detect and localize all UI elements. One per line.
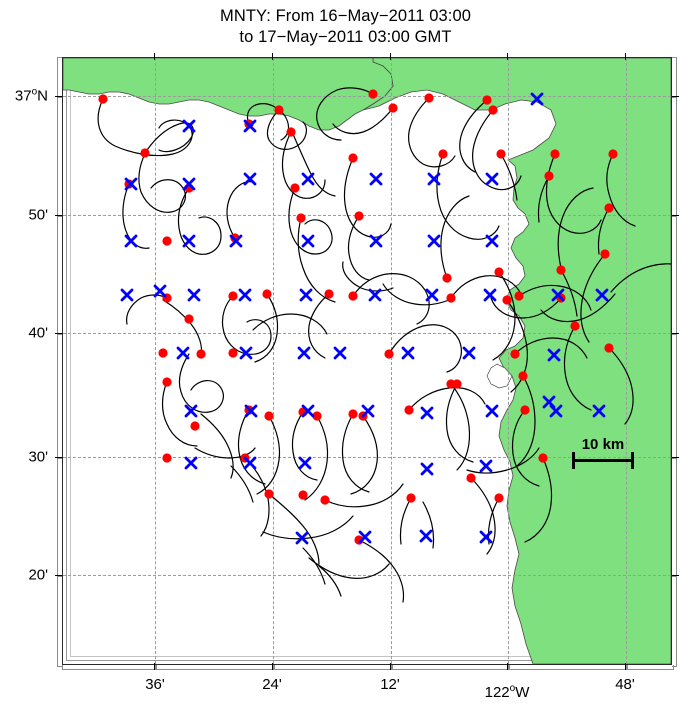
axis-rail-left-1 [57,57,62,98]
gridline-h-30 [63,457,671,458]
xtick-label-122W: 122oW [484,683,530,702]
axis-rail-right-6 [672,575,677,667]
xtick-label-36: 36' [145,676,165,693]
ytick-label-40: 40' [28,324,48,342]
axis-rail-right-1 [672,57,677,98]
axis-rail-right-3 [672,215,677,335]
gridline-h-50 [63,215,671,216]
ytick-label-37N-deg: 37 [14,87,32,105]
xtick-top-48 [625,53,626,60]
end-points [120,92,609,545]
ytick-50 [55,215,62,216]
ytick-label-20: 20' [28,566,48,584]
axis-rail-left-5 [57,457,62,577]
xtick-48 [625,663,626,670]
scale-bar-label: 10 km [581,436,625,453]
xtick-24 [272,663,273,670]
xtick-top-122W [507,53,508,60]
ytick-20 [55,575,62,576]
drifter-tracks [97,87,671,603]
axis-rail-left-3 [57,215,62,335]
axis-rail-bottom-4 [391,665,510,670]
track-group-middle [126,217,671,363]
xtick-label-12: 12' [380,676,400,693]
axis-rail-right-5 [672,457,677,577]
axis-rail-bottom-3 [273,665,393,670]
xtick-label-122W-hemi: W [515,684,530,701]
gridline-h-40 [63,333,671,334]
map-canvas: 10 km [63,58,671,664]
gridline-h-20 [63,575,671,576]
gridline-v-12 [391,58,392,664]
plot-area: 10 km [55,53,679,670]
ytick-right-20 [672,575,679,576]
axis-rail-left-4 [57,333,62,459]
xtick-label-48: 48' [615,676,635,693]
gridline-v-36 [155,58,156,664]
axis-rail-right-2 [672,96,677,217]
chart-title-line1: MNTY: From 16−May−2011 03:00 [219,7,472,25]
axis-rail-bottom-5 [508,665,628,670]
xtick-top-24 [272,53,273,60]
ytick-right-40 [672,333,679,334]
xtick-36 [154,663,155,670]
scale-bar-cap-right [631,452,634,469]
land-polygon [63,58,671,664]
ytick-label-37N: 37oN [14,86,48,105]
ytick-40 [55,333,62,334]
ytick-label-37N-hemi: N [37,87,48,105]
ytick-30 [55,457,62,458]
axis-rail-bottom-2 [155,665,275,670]
scale-bar: 10 km [572,436,634,472]
xtick-label-24: 24' [262,676,282,693]
axis-rail-left-6 [57,575,62,667]
xtick-122W [507,663,508,670]
xtick-top-12 [390,53,391,60]
xtick-top-36 [154,53,155,60]
gridline-v-24 [273,58,274,664]
chart-title-line2: to 17−May−2011 03:00 GMT [239,28,452,46]
ytick-right-50 [672,215,679,216]
release-points [98,89,618,545]
ytick-label-30: 30' [28,448,48,466]
ytick-label-50: 50' [28,206,48,224]
xtick-12 [390,663,391,670]
xtick-label-122W-deg: 122 [484,684,510,701]
gridline-h-37N [63,96,671,97]
scale-bar-line [572,459,634,462]
chart-title: MNTY: From 16−May−2011 03:00 to 17−May−2… [0,6,691,48]
track-group-upper [122,109,636,281]
gridline-v-122W [508,58,509,664]
axis-rail-bottom-6 [626,665,674,670]
trajectory-markers [98,89,618,545]
ytick-right-37N [672,96,679,97]
ytick-37N [55,96,62,97]
axis-rail-left-2 [57,96,62,217]
scale-bar-cap-left [572,452,575,469]
axis-rail-bottom-1 [62,665,157,670]
ytick-right-30 [672,457,679,458]
axis-rail-right-4 [672,333,677,459]
gridline-v-48 [626,58,627,664]
track-group-north [97,87,488,173]
